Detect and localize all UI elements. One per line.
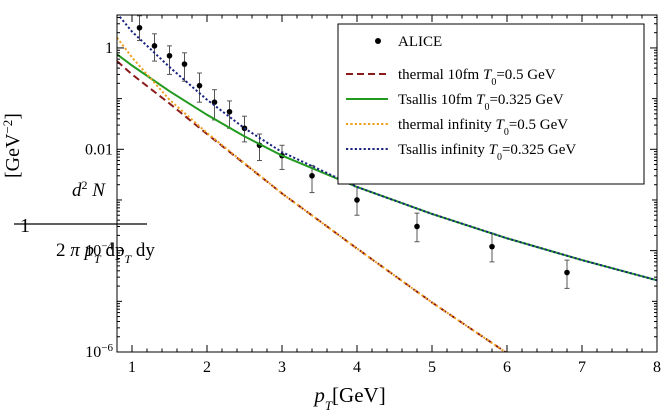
alice-data-point — [226, 108, 233, 115]
alice-data-point — [151, 43, 158, 49]
y-tick-label: 10−6 — [85, 342, 113, 361]
y-tick-label: 0.01 — [85, 141, 113, 158]
x-tick-label: 2 — [203, 359, 211, 376]
legend: ALICE thermal 10fm T0=0.5 GeV Tsallis 10fm… — [337, 23, 645, 185]
x-tick-label: 3 — [278, 359, 286, 376]
alice-data-point — [196, 82, 203, 89]
x-axis-label: pT[GeV] — [312, 383, 385, 413]
alice-data-point — [136, 24, 143, 31]
legend-marker-0 — [375, 38, 381, 44]
legend-label-0: ALICE — [398, 34, 442, 50]
legend-label-4: Tsallis infinity T0=0.325 GeV — [398, 142, 576, 163]
alice-data-point — [564, 269, 570, 276]
alice-data-point — [489, 243, 495, 250]
x-tick-label: 8 — [653, 359, 661, 376]
plot-area — [117, 15, 657, 352]
y-label-denominator: 2 π pT dpT dy — [56, 240, 155, 266]
x-tick-label: 7 — [578, 359, 586, 376]
alice-data-point — [166, 52, 173, 59]
alice-data-point — [309, 172, 315, 179]
x-tick-label: 5 — [428, 359, 436, 376]
series-line-4 — [117, 15, 657, 282]
x-tick-label: 1 — [128, 359, 136, 376]
y-label-one: 1 — [20, 215, 30, 237]
y-axis-label: d2 N 1 2 π pT dpT dy [GeV−2] — [0, 113, 155, 266]
series-line-1 — [117, 60, 508, 352]
legend-label-2: Tsallis 10fm T0=0.325 GeV — [398, 92, 564, 113]
y-label-numerator: d2 N — [72, 178, 106, 201]
legend-label-3: thermal infinity T0=0.5 GeV — [398, 117, 568, 138]
x-tick-label: 6 — [503, 359, 511, 376]
y-tick-label: 1 — [105, 40, 113, 57]
alice-data-point — [414, 223, 420, 230]
series-line-2 — [117, 53, 657, 282]
legend-label-1: thermal 10fm T0=0.5 GeV — [398, 67, 556, 88]
series-group — [117, 15, 657, 352]
alice-data-point — [354, 197, 360, 203]
alice-data-point — [181, 61, 188, 67]
x-tick-label: 4 — [353, 359, 361, 376]
y-label-units: [GeV−2] — [0, 113, 24, 178]
legend-box — [337, 23, 645, 185]
